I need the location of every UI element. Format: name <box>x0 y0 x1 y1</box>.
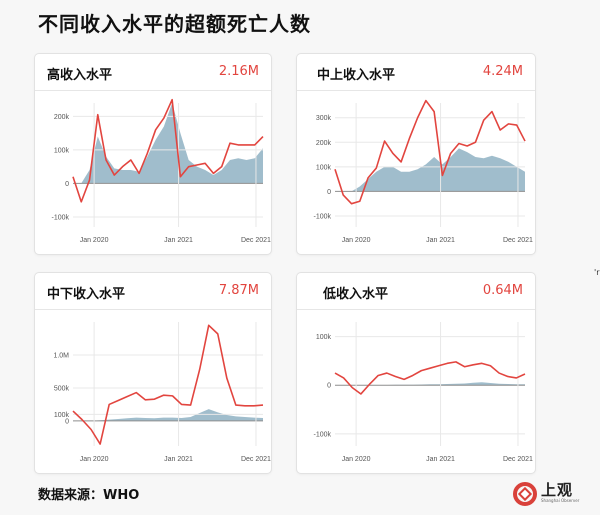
area-series <box>73 409 263 421</box>
chart-plot: 200k 100k 0 -100k Jan 2020 Jan 2021 Dec 2021 <box>51 98 271 244</box>
y-tick-label: -100k <box>313 213 331 220</box>
chart-total: 4.24M <box>482 64 523 79</box>
x-tick-label: Jan 2020 <box>80 456 109 463</box>
line-series <box>72 98 264 203</box>
chart-title: 低收入水平 <box>323 287 389 302</box>
y-tick-label: -100k <box>51 214 69 221</box>
y-tick-label: 200k <box>54 114 70 121</box>
chart-card-lower-middle-income: 中下收入水平 7.87M 1.0M 500k 100k 0 Jan 2020 Jan 20… <box>35 273 271 473</box>
logo-icon <box>513 482 537 506</box>
x-tick-label: Jan 2021 <box>164 456 193 463</box>
x-tick-label: Jan 2021 <box>426 237 455 244</box>
y-tick-label: 100k <box>316 164 332 171</box>
x-tick-label: Jan 2020 <box>80 237 109 244</box>
chart-plot: 100k 0 -100k Jan 2020 Jan 2021 Dec 2021 <box>313 322 533 463</box>
line-series <box>334 99 526 205</box>
chart-card-high-income: 高收入水平 2.16M 200k 100k 0 -100k Jan 2020 Jan 20… <box>35 54 271 254</box>
y-tick-label: 0 <box>65 418 69 425</box>
area-series <box>73 103 263 184</box>
y-tick-label: -100k <box>313 431 331 438</box>
y-tick-label: 0 <box>327 189 331 196</box>
y-tick-label: 100k <box>54 147 70 154</box>
card-divider <box>297 90 535 91</box>
chart-plot: 300k 200k 100k 0 -100k Jan 2020 Jan 2021 Dec 20… <box>313 99 533 244</box>
card-divider <box>297 309 535 310</box>
x-tick-label: Jan 2020 <box>342 456 371 463</box>
card-divider <box>35 309 271 310</box>
chart-card-upper-middle-income: 中上收入水平 4.24M 300k 200k 100k 0 -100k Jan 2020 J… <box>297 54 535 254</box>
chart-title: 中上收入水平 <box>317 68 396 83</box>
chart-total: 2.16M <box>218 64 259 79</box>
y-tick-label: 500k <box>54 385 70 392</box>
y-tick-label: 100k <box>54 412 70 419</box>
brand-logo: 上观 Shanghai Observer <box>513 479 583 509</box>
y-tick-label: 1.0M <box>53 352 69 359</box>
logo-subtitle: Shanghai Observer <box>541 498 580 503</box>
chart-total: 7.87M <box>218 283 259 298</box>
area-series <box>335 382 525 386</box>
x-tick-label: Dec 2021 <box>503 237 533 244</box>
chart-title: 高收入水平 <box>47 68 113 83</box>
data-source: 数据来源：WHO <box>38 488 140 503</box>
y-tick-label: 100k <box>316 334 332 341</box>
y-tick-label: 200k <box>316 140 332 147</box>
y-tick-label: 0 <box>327 383 331 390</box>
line-series <box>72 324 264 445</box>
card-divider <box>35 90 271 91</box>
x-tick-label: Dec 2021 <box>503 456 533 463</box>
x-tick-label: Jan 2021 <box>426 456 455 463</box>
x-tick-label: Jan 2020 <box>342 237 371 244</box>
x-tick-label: Dec 2021 <box>241 456 271 463</box>
x-tick-label: Jan 2021 <box>164 237 193 244</box>
chart-total: 0.64M <box>482 283 523 298</box>
chart-card-low-income: 低收入水平 0.64M 100k 0 -100k Jan 2020 Jan 2021 De… <box>297 273 535 473</box>
page-title: 不同收入水平的超额死亡人数 <box>38 12 311 36</box>
logo-text: 上观 <box>541 481 574 499</box>
y-tick-label: 0 <box>65 181 69 188</box>
line-series <box>334 361 526 395</box>
area-series <box>335 148 525 192</box>
edge-glyph: 'r <box>594 268 600 277</box>
x-tick-label: Dec 2021 <box>241 237 271 244</box>
chart-title: 中下收入水平 <box>47 287 126 302</box>
y-tick-label: 300k <box>316 115 332 122</box>
